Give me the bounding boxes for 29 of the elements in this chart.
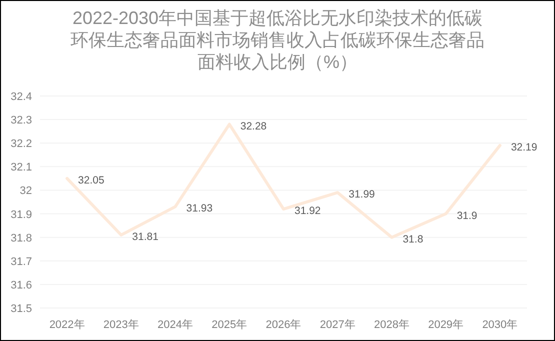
y-tick-label: 32 xyxy=(20,185,32,198)
x-tick-label: 2024年 xyxy=(158,319,194,331)
y-tick-label: 31.7 xyxy=(10,256,32,268)
y-tick-label: 32.4 xyxy=(10,91,32,103)
x-tick-label: 2026年 xyxy=(266,319,302,331)
y-tick-label: 32.3 xyxy=(10,114,32,127)
data-label: 31.92 xyxy=(294,205,321,218)
x-tick-label: 2030年 xyxy=(482,319,518,331)
x-tick-label: 2027年 xyxy=(320,319,356,331)
x-tick-label: 2028年 xyxy=(374,319,410,331)
x-tick-label: 2023年 xyxy=(103,319,139,331)
y-tick-label: 31.9 xyxy=(10,208,32,221)
data-label: 32.05 xyxy=(78,174,104,186)
data-label: 32.19 xyxy=(510,141,538,154)
y-tick-label: 32.1 xyxy=(10,162,32,174)
x-tick-label: 2029年 xyxy=(428,319,464,331)
y-tick-label: 31.6 xyxy=(10,279,32,292)
data-label: 32.28 xyxy=(240,120,267,132)
x-tick-label: 2022年 xyxy=(49,319,85,331)
chart-title: 2022-2030年中国基于超低浴比无水印染技术的低碳环保生态奢品面料市场销售收入占低碳环保生态奢品面料收入比例（%） xyxy=(70,8,484,72)
data-label: 31.93 xyxy=(186,202,213,215)
y-tick-label: 31.5 xyxy=(10,303,32,315)
y-tick-label: 32.2 xyxy=(10,138,32,150)
y-tick-label: 31.8 xyxy=(10,232,32,244)
data-label: 31.9 xyxy=(456,210,478,222)
x-tick-label: 2025年 xyxy=(212,319,248,331)
data-label: 31.81 xyxy=(132,230,159,243)
data-label: 31.8 xyxy=(402,233,424,246)
data-label: 31.99 xyxy=(348,188,376,201)
